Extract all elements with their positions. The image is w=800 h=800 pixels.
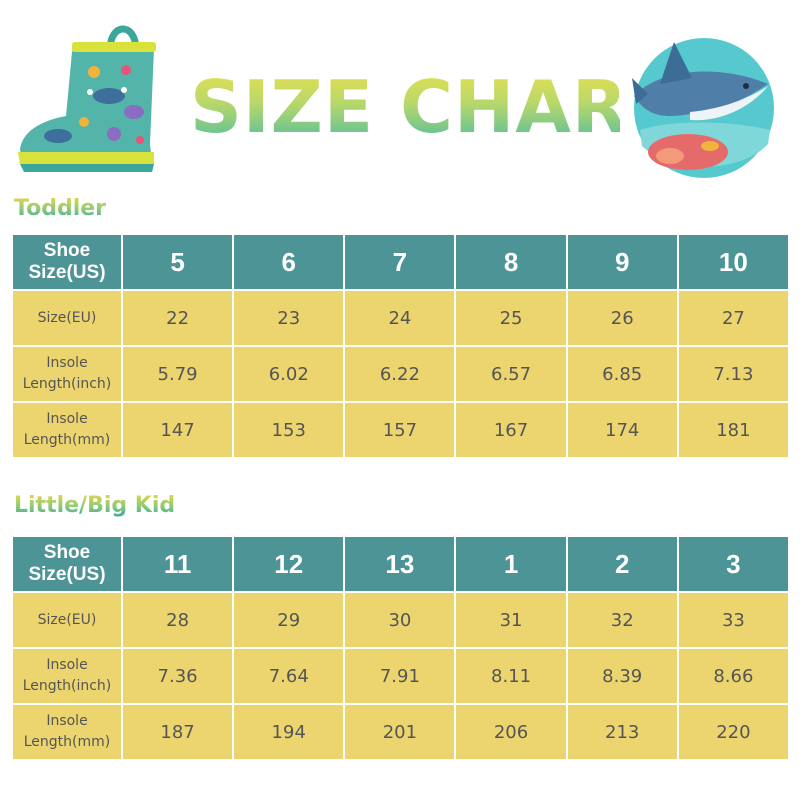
table-row: Shoe Size(US) 11 12 13 1 2 3 — [13, 537, 788, 591]
table-row: Shoe Size(US) 5 6 7 8 9 10 — [13, 235, 788, 289]
table-row: Insole Length(mm) 147 153 157 167 174 18… — [13, 403, 788, 457]
section-title-toddler: Toddler — [14, 196, 107, 221]
insole-inch-cell: 6.85 — [567, 347, 677, 401]
shark-badge-icon — [632, 38, 774, 178]
table-row: Size(EU) 22 23 24 25 26 27 — [13, 291, 788, 345]
eu-size-cell: 29 — [234, 593, 344, 647]
insole-inch-cell: 6.22 — [345, 347, 455, 401]
insole-inch-cell: 7.91 — [345, 649, 455, 703]
us-size-cell: 13 — [345, 537, 455, 591]
eu-size-cell: 26 — [567, 291, 677, 345]
eu-size-cell: 33 — [678, 593, 788, 647]
rain-boot-icon — [18, 25, 156, 172]
insole-mm-cell: 167 — [456, 403, 566, 457]
us-size-cell: 5 — [123, 235, 233, 289]
us-size-cell: 7 — [345, 235, 455, 289]
table-row: Insole Length(inch) 7.36 7.64 7.91 8.11 … — [13, 649, 788, 703]
us-size-cell: 10 — [678, 235, 788, 289]
us-size-cell: 6 — [234, 235, 344, 289]
eu-size-cell: 22 — [123, 291, 233, 345]
insole-inch-cell: 7.64 — [234, 649, 344, 703]
us-size-cell: 11 — [123, 537, 233, 591]
eu-size-cell: 25 — [456, 291, 566, 345]
us-size-cell: 9 — [567, 235, 677, 289]
eu-size-cell: 23 — [234, 291, 344, 345]
insole-mm-cell: 181 — [678, 403, 788, 457]
us-size-cell: 2 — [567, 537, 677, 591]
page-title: SIZE CHART — [190, 62, 674, 152]
row-label: Size(EU) — [13, 593, 121, 647]
insole-inch-cell: 6.57 — [456, 347, 566, 401]
insole-mm-cell: 174 — [567, 403, 677, 457]
eu-size-cell: 30 — [345, 593, 455, 647]
eu-size-cell: 27 — [678, 291, 788, 345]
table-row: Size(EU) 28 29 30 31 32 33 — [13, 593, 788, 647]
eu-size-cell: 28 — [123, 593, 233, 647]
insole-mm-cell: 201 — [345, 705, 455, 759]
insole-mm-cell: 220 — [678, 705, 788, 759]
insole-inch-cell: 6.02 — [234, 347, 344, 401]
eu-size-cell: 24 — [345, 291, 455, 345]
section-title-kid: Little/Big Kid — [14, 493, 176, 518]
row-label: Size(EU) — [13, 291, 121, 345]
us-size-cell: 1 — [456, 537, 566, 591]
us-size-cell: 8 — [456, 235, 566, 289]
insole-inch-cell: 8.66 — [678, 649, 788, 703]
row-label: Insole Length(mm) — [13, 403, 121, 457]
us-size-cell: 3 — [678, 537, 788, 591]
table-row: Insole Length(mm) 187 194 201 206 213 22… — [13, 705, 788, 759]
row-label: Shoe Size(US) — [13, 235, 121, 289]
insole-mm-cell: 194 — [234, 705, 344, 759]
us-size-cell: 12 — [234, 537, 344, 591]
kid-size-table: Shoe Size(US) 11 12 13 1 2 3 Size(EU) 28… — [11, 535, 790, 761]
eu-size-cell: 32 — [567, 593, 677, 647]
insole-inch-cell: 5.79 — [123, 347, 233, 401]
insole-mm-cell: 147 — [123, 403, 233, 457]
insole-inch-cell: 8.11 — [456, 649, 566, 703]
eu-size-cell: 31 — [456, 593, 566, 647]
insole-inch-cell: 7.13 — [678, 347, 788, 401]
table-row: Insole Length(inch) 5.79 6.02 6.22 6.57 … — [13, 347, 788, 401]
row-label: Shoe Size(US) — [13, 537, 121, 591]
toddler-size-table: Shoe Size(US) 5 6 7 8 9 10 Size(EU) 22 2… — [11, 233, 790, 459]
insole-mm-cell: 206 — [456, 705, 566, 759]
insole-mm-cell: 187 — [123, 705, 233, 759]
row-label: Insole Length(inch) — [13, 649, 121, 703]
row-label: Insole Length(inch) — [13, 347, 121, 401]
insole-inch-cell: 7.36 — [123, 649, 233, 703]
insole-mm-cell: 157 — [345, 403, 455, 457]
insole-mm-cell: 153 — [234, 403, 344, 457]
row-label: Insole Length(mm) — [13, 705, 121, 759]
insole-mm-cell: 213 — [567, 705, 677, 759]
insole-inch-cell: 8.39 — [567, 649, 677, 703]
